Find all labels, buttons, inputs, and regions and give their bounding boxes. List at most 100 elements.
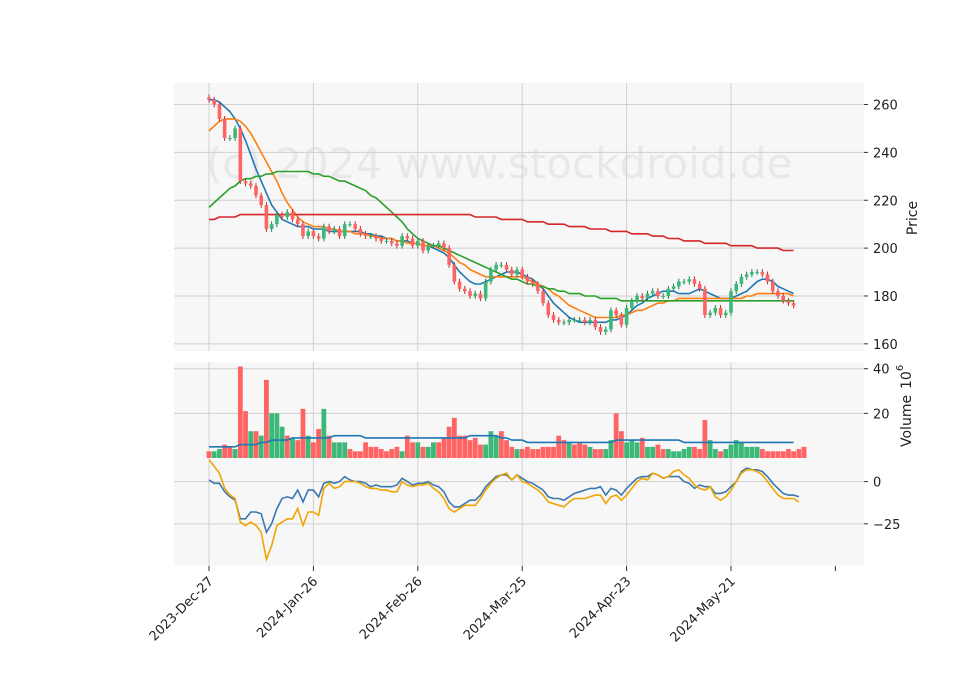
volume-tick-label-1: 40	[873, 363, 890, 378]
volume-bar	[472, 437, 478, 458]
candle-body	[489, 269, 493, 282]
volume-bar	[540, 446, 546, 458]
candle-body	[348, 224, 352, 226]
oscillator-line-b	[208, 459, 800, 563]
volume-bar	[660, 449, 666, 458]
candle-body	[708, 312, 712, 316]
volume-bar	[572, 444, 577, 458]
candle-body	[374, 236, 378, 239]
volume-bar	[399, 451, 405, 458]
volume-bar	[786, 449, 791, 458]
volume-bar	[342, 442, 348, 458]
volume-bar	[243, 411, 248, 458]
candle-body	[750, 272, 754, 275]
candle-body	[468, 291, 472, 296]
volume-bar	[347, 449, 353, 458]
candle-body	[609, 310, 613, 330]
volume-bar	[608, 440, 614, 458]
volume-bar	[446, 426, 452, 458]
candle-body	[436, 243, 441, 246]
candle-body	[551, 315, 556, 320]
candle-body	[395, 243, 399, 246]
volume-bar	[264, 379, 269, 458]
candle-body	[770, 281, 775, 292]
candle-body	[358, 228, 363, 234]
volume-bar	[618, 431, 624, 458]
candle-body	[478, 293, 483, 299]
volume-bar	[561, 440, 567, 458]
volume-bar	[545, 446, 551, 458]
candle-body	[327, 226, 331, 232]
candle-body	[222, 118, 227, 139]
candle-body	[713, 307, 718, 313]
candle-body	[635, 295, 639, 301]
candle-body	[228, 138, 232, 140]
volume-bar	[295, 440, 301, 458]
volume-bar	[378, 449, 384, 458]
candle-body	[280, 214, 284, 217]
volume-bar	[759, 449, 765, 458]
candle-body	[661, 295, 665, 297]
volume-bar	[645, 446, 650, 458]
candle-body	[452, 264, 457, 282]
volume-bar	[556, 435, 562, 458]
candle-body	[666, 288, 671, 296]
candle-body	[353, 224, 357, 229]
candle-body	[640, 295, 645, 299]
volume-bar	[603, 449, 609, 458]
candle-body	[656, 291, 660, 296]
candle-body	[207, 97, 211, 100]
volume-bar	[488, 431, 494, 458]
candle-body	[530, 281, 535, 284]
candle-body	[614, 310, 618, 316]
candle-body	[536, 284, 540, 292]
candle-body	[494, 264, 498, 270]
volume-bar	[671, 451, 676, 458]
volume-bar	[368, 446, 374, 458]
candle-body	[671, 286, 676, 289]
volume-bar	[311, 442, 316, 458]
volume-bar	[530, 449, 536, 458]
volume-bar	[754, 446, 760, 458]
volume-bar	[697, 449, 703, 458]
candle-body	[682, 281, 686, 283]
volume-bar	[337, 442, 342, 458]
candle-body	[462, 288, 467, 292]
volume-bar	[712, 449, 718, 458]
volume-bar	[780, 451, 786, 458]
volume-bar	[305, 435, 311, 458]
candle-body	[248, 183, 253, 186]
volume-bar	[316, 428, 322, 458]
candle-body	[520, 269, 524, 277]
volume-bar	[467, 440, 473, 458]
candle-body	[619, 315, 624, 325]
volume-bar	[566, 442, 572, 458]
volume-bar	[796, 449, 802, 458]
candle-body	[781, 295, 785, 301]
candle-body	[645, 293, 650, 299]
volume-bar	[801, 446, 807, 458]
price-tick-label-4: 240	[873, 146, 898, 161]
volume-bar	[389, 449, 395, 458]
volume-axis-title: Volume	[899, 395, 915, 447]
candle-body	[583, 319, 587, 323]
candle-body	[499, 264, 504, 266]
candle-body	[311, 231, 316, 237]
volume-bar	[211, 451, 217, 458]
moving-average-lines	[208, 99, 794, 324]
candle-body	[598, 327, 603, 332]
candle-body	[739, 276, 744, 284]
ma-200-line	[209, 213, 794, 252]
candle-body	[650, 291, 655, 294]
candle-body	[332, 228, 337, 232]
candle-body	[567, 319, 571, 323]
candle-body	[786, 300, 791, 304]
volume-bar	[577, 442, 583, 458]
candle-body	[562, 322, 566, 324]
volume-bar	[326, 435, 332, 458]
candle-body	[734, 284, 739, 292]
volume-bar	[352, 451, 358, 458]
candle-body	[744, 274, 749, 277]
volume-bar	[217, 449, 222, 458]
